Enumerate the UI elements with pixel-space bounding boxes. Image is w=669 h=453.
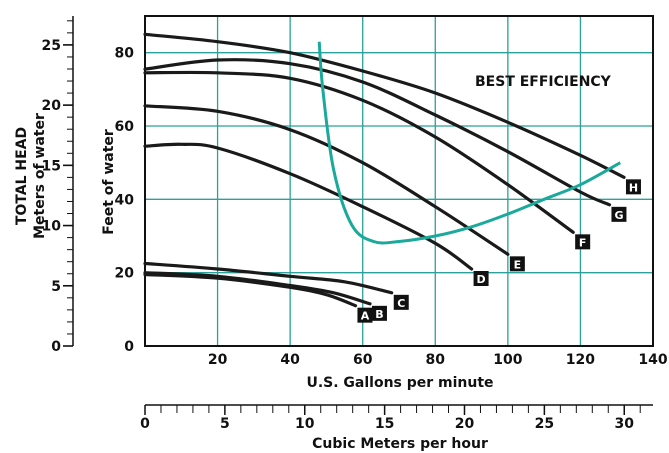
secondary-x-tick-label: 15 — [375, 416, 394, 432]
x-tick-label: 60 — [353, 352, 373, 368]
secondary-y-tick-label: 5 — [51, 279, 61, 295]
curve-a — [143, 272, 358, 308]
y-tick-label: 0 — [124, 339, 134, 355]
curve-d — [143, 142, 474, 271]
series-label-d: D — [477, 273, 486, 286]
x-axis-ticks: 20 40 60 80 100 120 140 — [208, 352, 668, 368]
series-label-box-h — [625, 179, 641, 195]
curve-g — [143, 58, 612, 207]
series-label-box-f — [575, 234, 591, 250]
pump-curves — [143, 32, 626, 308]
series-label-g: G — [614, 209, 623, 222]
secondary-x-axis-label: Cubic Meters per hour — [312, 436, 488, 452]
curve-e — [143, 104, 510, 256]
secondary-x-tick-label: 10 — [295, 416, 315, 432]
secondary-x-tick-label: 20 — [455, 416, 475, 432]
plot-frame — [144, 15, 654, 347]
curve-h — [143, 32, 626, 179]
best-efficiency-curve — [317, 41, 622, 245]
curve-c — [143, 261, 394, 295]
x-tick-label: 80 — [426, 352, 446, 368]
secondary-y-tick-label: 15 — [42, 158, 61, 174]
y-axis-ticks: 0 20 40 60 80 — [115, 46, 135, 355]
series-label-a: A — [361, 310, 370, 323]
y-tick-label: 80 — [115, 46, 135, 62]
x-tick-label: 140 — [638, 352, 667, 368]
secondary-x-axis-ticks: 0 5 10 15 20 25 30 — [140, 405, 641, 432]
series-label-b: B — [375, 308, 383, 321]
curve-b — [143, 271, 372, 306]
secondary-x-tick-label: 5 — [220, 416, 230, 432]
series-label-box-e — [509, 256, 525, 272]
series-label-e: E — [514, 258, 522, 271]
series-label-c: C — [397, 297, 405, 310]
series-label-box-g — [611, 206, 627, 222]
y-tick-label: 20 — [115, 266, 135, 282]
curve-f — [143, 70, 575, 234]
secondary-y-tick-label: 25 — [42, 38, 61, 54]
secondary-x-tick-label: 25 — [535, 416, 554, 432]
x-tick-label: 40 — [280, 352, 300, 368]
x-axis-label: U.S. Gallons per minute — [306, 375, 493, 391]
series-label-box-d — [473, 271, 489, 286]
secondary-y-label-line2: Meters of water — [32, 113, 48, 239]
series-labels: A B C D E F G H — [357, 179, 641, 323]
secondary-y-axis-ticks: 0 5 10 15 20 25 — [42, 20, 73, 355]
x-tick-label: 20 — [208, 352, 228, 368]
secondary-y-tick-label: 20 — [42, 98, 62, 114]
series-label-box-c — [393, 294, 409, 310]
series-label-f: F — [579, 236, 587, 249]
y-tick-label: 60 — [115, 119, 135, 135]
x-tick-label: 120 — [566, 352, 595, 368]
x-tick-label: 100 — [493, 352, 522, 368]
series-label-h: H — [629, 181, 638, 194]
series-label-box-a — [357, 307, 373, 323]
secondary-x-tick-label: 30 — [615, 416, 635, 432]
y-axis-label: Feet of water — [101, 129, 117, 235]
secondary-y-label-line1: TOTAL HEAD — [14, 127, 30, 225]
secondary-y-tick-label: 0 — [51, 339, 61, 355]
secondary-y-tick-label: 10 — [42, 219, 62, 235]
secondary-x-tick-label: 0 — [140, 416, 150, 432]
best-efficiency-annotation: BEST EFFICIENCY — [475, 74, 612, 90]
series-label-box-b — [371, 305, 387, 321]
y-tick-label: 40 — [115, 192, 135, 208]
